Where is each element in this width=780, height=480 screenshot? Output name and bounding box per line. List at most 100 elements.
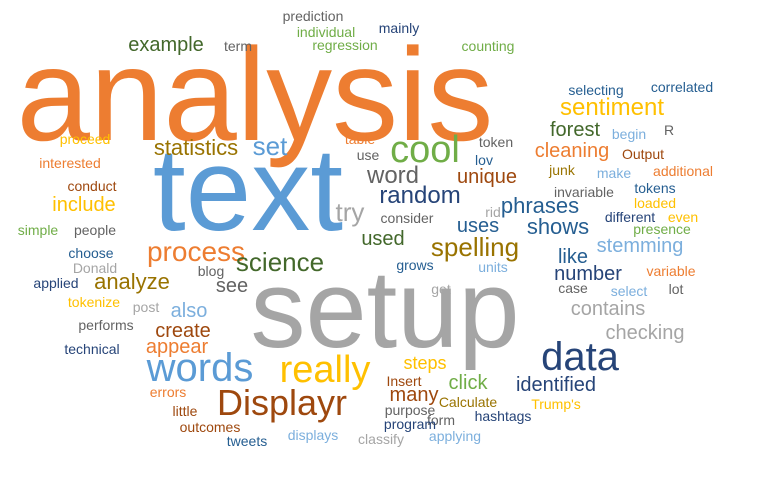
word-prediction: prediction bbox=[282, 8, 344, 24]
word-appear: appear bbox=[145, 336, 209, 358]
word-case: case bbox=[558, 280, 588, 296]
word-junk: junk bbox=[549, 162, 575, 178]
word-loaded: loaded bbox=[633, 195, 677, 211]
word-consider: consider bbox=[380, 210, 434, 226]
word-choose: choose bbox=[68, 245, 114, 261]
word-correlated: correlated bbox=[650, 79, 714, 95]
word-donald: Donald bbox=[72, 260, 118, 276]
word-also: also bbox=[170, 300, 208, 322]
word-insert: Insert bbox=[386, 373, 422, 389]
word-blog: blog bbox=[197, 263, 225, 279]
word-cleaning: cleaning bbox=[534, 140, 610, 162]
word-displayr: Displayr bbox=[216, 382, 348, 423]
word-many: many bbox=[389, 384, 439, 406]
word-simple: simple bbox=[17, 222, 59, 238]
word-select: select bbox=[610, 283, 648, 299]
word-see: see bbox=[215, 275, 249, 297]
word-different: different bbox=[604, 209, 656, 225]
word-hashtags: hashtags bbox=[474, 408, 532, 424]
word-post: post bbox=[132, 299, 160, 315]
word-uses: uses bbox=[456, 215, 500, 237]
word-set: set bbox=[252, 131, 288, 161]
word-used: used bbox=[361, 228, 405, 250]
word-calculate: Calculate bbox=[438, 394, 498, 410]
word-spelling: spelling bbox=[430, 232, 520, 262]
word-analyze: analyze bbox=[94, 269, 170, 294]
word-tokenize: tokenize bbox=[67, 294, 121, 310]
word-interested: interested bbox=[39, 155, 101, 171]
word-word: word bbox=[366, 162, 420, 189]
word-presence: presence bbox=[633, 221, 691, 237]
word-units: units bbox=[478, 259, 508, 275]
word-trump-s: Trump's bbox=[531, 396, 581, 412]
word-get: get bbox=[431, 281, 451, 297]
word-selecting: selecting bbox=[568, 82, 624, 98]
word-conduct: conduct bbox=[67, 178, 117, 194]
word-stemming: stemming bbox=[596, 235, 684, 257]
word-click: click bbox=[448, 372, 488, 394]
word-include: include bbox=[52, 194, 116, 216]
word-additional: additional bbox=[653, 163, 713, 179]
word-grows: grows bbox=[396, 257, 434, 273]
word-like: like bbox=[557, 246, 589, 268]
word-setup: setup bbox=[250, 248, 520, 371]
word-process: process bbox=[146, 236, 246, 267]
word-classify: classify bbox=[358, 431, 404, 447]
word-applied: applied bbox=[33, 275, 79, 291]
word-shows: shows bbox=[526, 214, 590, 239]
word-form: form bbox=[427, 412, 455, 428]
word-analysis: analysis bbox=[16, 21, 494, 168]
word-even: even bbox=[667, 209, 699, 225]
word-statistics: statistics bbox=[153, 135, 239, 160]
word-lov: lov bbox=[475, 152, 493, 168]
word-number: number bbox=[554, 263, 622, 285]
word-checking: checking bbox=[605, 322, 685, 344]
word-science: science bbox=[235, 247, 325, 277]
word-little: little bbox=[172, 403, 198, 419]
word-begin: begin bbox=[611, 126, 647, 142]
word-really: really bbox=[279, 349, 371, 391]
word-words: words bbox=[146, 346, 254, 390]
word-lot: lot bbox=[668, 281, 684, 297]
word-cool: cool bbox=[390, 129, 460, 171]
word-tokens: tokens bbox=[634, 180, 676, 196]
word-purpose: purpose bbox=[384, 402, 436, 418]
word-mainly: mainly bbox=[378, 20, 420, 36]
word-rid: rid bbox=[485, 204, 501, 220]
word-program: program bbox=[383, 416, 437, 432]
word-steps: steps bbox=[403, 353, 447, 373]
word-unique: unique bbox=[456, 166, 518, 188]
word-forest: forest bbox=[549, 119, 601, 141]
word-outcomes: outcomes bbox=[179, 419, 241, 435]
word-r: R bbox=[663, 122, 675, 138]
word-text: text bbox=[152, 124, 344, 256]
word-invariable: invariable bbox=[554, 184, 614, 200]
word-output: Output bbox=[621, 146, 665, 162]
word-data: data bbox=[541, 335, 619, 379]
word-use: use bbox=[356, 147, 380, 163]
word-random: random bbox=[379, 182, 461, 209]
word-proceed: proceed bbox=[59, 131, 111, 147]
word-technical: technical bbox=[64, 341, 120, 357]
word-counting: counting bbox=[461, 38, 515, 54]
word-create: create bbox=[155, 320, 211, 342]
word-errors: errors bbox=[149, 384, 187, 400]
word-example: example bbox=[128, 34, 204, 56]
word-token: token bbox=[478, 134, 514, 150]
word-performs: performs bbox=[78, 317, 134, 333]
word-individual: individual bbox=[296, 24, 356, 40]
word-sentiment: sentiment bbox=[559, 94, 665, 121]
word-tweets: tweets bbox=[226, 433, 268, 449]
word-try: try bbox=[335, 197, 365, 227]
word-identified: identified bbox=[515, 374, 597, 396]
word-make: make bbox=[596, 165, 632, 181]
word-people: people bbox=[73, 222, 117, 238]
word-variable: variable bbox=[646, 263, 696, 279]
word-table: table bbox=[344, 131, 376, 147]
word-term: term bbox=[224, 38, 252, 54]
word-phrases: phrases bbox=[500, 193, 580, 218]
word-applying: applying bbox=[428, 428, 482, 444]
word-displays: displays bbox=[287, 427, 339, 443]
word-regression: regression bbox=[312, 37, 378, 53]
